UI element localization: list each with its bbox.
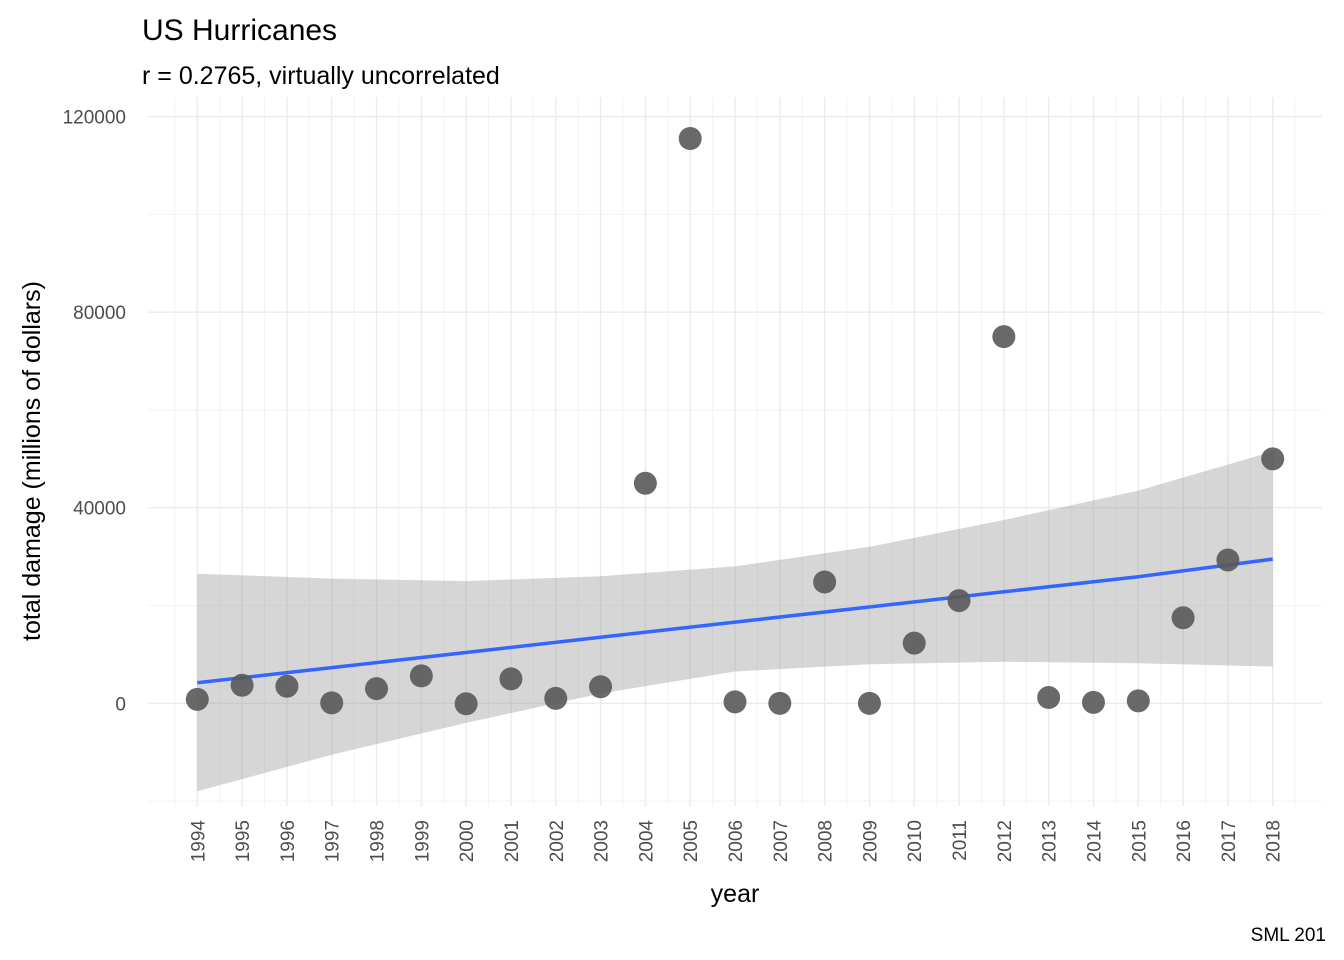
x-tick-label: 2007 <box>771 820 792 862</box>
data-point <box>633 471 657 495</box>
y-tick-label: 0 <box>115 694 126 715</box>
data-point <box>1261 447 1285 471</box>
x-tick-label: 2010 <box>905 820 926 862</box>
x-tick-label: 1999 <box>412 820 433 862</box>
y-tick-label: 80000 <box>73 303 126 324</box>
x-axis-label: year <box>711 880 760 908</box>
y-axis-label: total damage (millions of dollars) <box>18 281 46 641</box>
x-axis-ticks: 1994 1995 1996 1997 1998 1999 2000 2001 2002 2003… <box>188 820 1284 863</box>
data-point <box>813 570 837 594</box>
data-point <box>1216 548 1240 572</box>
x-tick-label: 2002 <box>547 820 568 862</box>
data-points <box>185 127 1285 716</box>
data-point <box>544 686 568 710</box>
chart-caption: SML 201 <box>1251 925 1326 946</box>
x-tick-label: 2018 <box>1264 820 1285 862</box>
data-point <box>1081 690 1105 714</box>
data-point <box>723 690 747 714</box>
x-tick-label: 2012 <box>995 820 1016 862</box>
trend-line <box>197 557 1273 685</box>
x-tick-label: 2003 <box>592 820 613 862</box>
x-tick-label: 1995 <box>233 820 254 862</box>
x-tick-label: 2001 <box>502 820 523 862</box>
y-axis-ticks: 0 40000 80000 120000 <box>63 108 126 716</box>
chart-title: US Hurricanes <box>142 14 337 47</box>
data-point <box>454 692 478 716</box>
x-tick-label: 1996 <box>278 820 299 862</box>
trend-line-path <box>197 557 1273 685</box>
data-point <box>992 325 1016 349</box>
y-tick-label: 40000 <box>73 499 126 520</box>
x-tick-label: 2005 <box>681 820 702 862</box>
x-tick-label: 2017 <box>1219 820 1240 862</box>
x-tick-label: 2014 <box>1084 820 1105 863</box>
x-tick-label: 2009 <box>860 820 881 862</box>
x-tick-label: 2008 <box>816 820 837 862</box>
data-point <box>409 664 433 688</box>
x-tick-label: 2013 <box>1040 820 1061 862</box>
data-point <box>902 631 926 655</box>
data-point <box>1126 689 1150 713</box>
data-point <box>768 691 792 715</box>
x-tick-label: 2015 <box>1129 820 1150 862</box>
data-point <box>320 691 344 715</box>
x-tick-label: 1994 <box>188 820 209 863</box>
x-tick-label: 2004 <box>636 820 657 863</box>
chart-subtitle: r = 0.2765, virtually uncorrelated <box>142 62 500 90</box>
x-tick-label: 2000 <box>457 820 478 862</box>
x-tick-label: 1998 <box>368 820 389 862</box>
x-tick-label: 2006 <box>726 820 747 862</box>
data-point <box>678 127 702 151</box>
x-tick-label: 1997 <box>323 820 344 862</box>
x-tick-label: 2011 <box>950 820 971 861</box>
data-point <box>1171 606 1195 630</box>
data-point <box>185 687 209 711</box>
data-point <box>589 675 613 699</box>
data-point <box>365 677 389 701</box>
data-point <box>499 667 523 691</box>
data-point <box>1037 685 1061 709</box>
data-point <box>857 691 881 715</box>
y-tick-label: 120000 <box>63 108 126 129</box>
data-point <box>275 674 299 698</box>
data-point <box>947 589 971 613</box>
data-point <box>230 673 254 697</box>
x-tick-label: 2016 <box>1174 820 1195 862</box>
